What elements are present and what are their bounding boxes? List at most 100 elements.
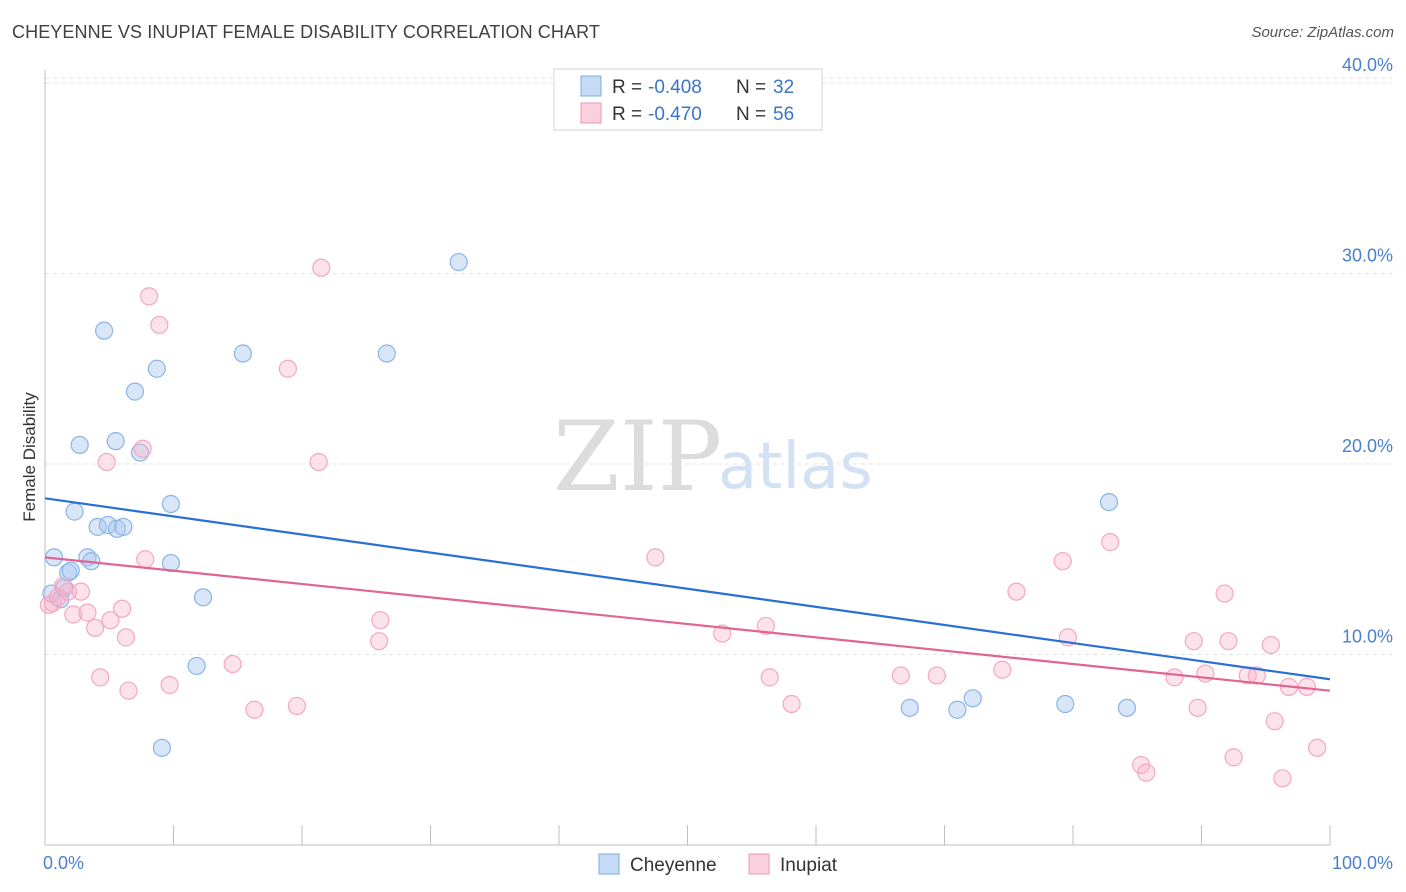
point-inupiat-46 — [1215, 584, 1234, 603]
point-inupiat-1 — [43, 593, 62, 613]
point-cheyenne-19 — [152, 738, 172, 757]
point-inupiat-9 — [91, 668, 110, 687]
source-label: Source: ZipAtlas.com — [1251, 24, 1394, 41]
point-inupiat-23 — [287, 696, 306, 716]
legend-r-value-cheyenne: -0.408 — [648, 77, 702, 98]
y-axis-label: Female Disability — [20, 392, 39, 522]
point-inupiat-53 — [1273, 769, 1292, 788]
point-inupiat-32 — [782, 694, 801, 714]
point-inupiat-31 — [760, 668, 779, 687]
trend-line-inupiat — [44, 556, 1331, 692]
grid-lines — [45, 77, 1392, 655]
point-inupiat-29 — [713, 624, 732, 643]
x-tick-label-0: 0.0% — [43, 853, 84, 873]
point-inupiat-22 — [278, 359, 297, 378]
point-inupiat-28 — [646, 548, 665, 567]
point-cheyenne-29 — [963, 689, 982, 708]
x-tick-label-1: 100.0% — [1332, 853, 1393, 873]
point-cheyenne-7 — [70, 435, 89, 455]
watermark-atlas: atlas — [718, 430, 873, 504]
y-tick-label-0: 10.0% — [1342, 627, 1393, 647]
point-inupiat-2 — [48, 588, 67, 607]
point-cheyenne-32 — [1117, 698, 1137, 717]
chart-title: CHEYENNE VS INUPIAT FEMALE DISABILITY CO… — [12, 22, 600, 42]
point-inupiat-27 — [371, 611, 390, 630]
point-inupiat-26 — [370, 632, 389, 651]
point-inupiat-16 — [136, 550, 155, 569]
point-inupiat-30 — [756, 616, 775, 636]
watermark: ZIP atlas — [553, 401, 873, 513]
point-cheyenne-23 — [193, 588, 213, 607]
legend-top: R = -0.408 N = 32 R = -0.470 N = 56 — [553, 68, 823, 131]
legend-bottom-label-cheyenne: Cheyenne — [630, 855, 717, 876]
point-inupiat-52 — [1265, 712, 1284, 731]
point-inupiat-36 — [1007, 582, 1026, 601]
point-cheyenne-21 — [161, 553, 181, 573]
point-inupiat-11 — [101, 611, 120, 630]
point-cheyenne-12 — [98, 515, 118, 535]
point-inupiat-47 — [1219, 632, 1238, 651]
point-cheyenne-30 — [1056, 694, 1075, 714]
legend-r-label-inupiat: R = — [612, 104, 642, 125]
point-inupiat-37 — [1053, 552, 1072, 571]
point-inupiat-24 — [309, 452, 328, 472]
point-inupiat-39 — [1101, 533, 1120, 552]
point-cheyenne-18 — [147, 359, 166, 378]
y-tick-labels: 10.0% 20.0% 30.0% 40.0% — [1342, 55, 1393, 647]
point-inupiat-7 — [78, 603, 97, 622]
legend-bottom-label-inupiat: Inupiat — [780, 855, 838, 876]
watermark-zip: ZIP — [553, 401, 722, 513]
y-tick-label-2: 30.0% — [1342, 246, 1393, 266]
legend-n-label-cheyenne: N = — [736, 77, 766, 98]
x-tick-labels: 0.0% 100.0% — [43, 853, 1393, 873]
point-inupiat-3 — [53, 576, 73, 596]
point-cheyenne-22 — [187, 656, 206, 676]
legend-swatch-cheyenne — [580, 75, 602, 97]
point-cheyenne-11 — [95, 321, 114, 340]
point-inupiat-48 — [1224, 748, 1243, 767]
point-inupiat-4 — [59, 582, 78, 601]
point-inupiat-20 — [223, 654, 242, 674]
point-inupiat-17 — [139, 287, 159, 306]
point-inupiat-12 — [112, 599, 132, 618]
trend-line-cheyenne — [44, 497, 1331, 681]
legend-bottom-swatch-cheyenne — [598, 853, 620, 875]
legend-swatch-inupiat — [580, 102, 602, 124]
point-cheyenne-15 — [114, 517, 133, 536]
point-cheyenne-14 — [106, 432, 125, 451]
point-inupiat-34 — [927, 666, 946, 685]
point-cheyenne-28 — [948, 700, 967, 719]
point-inupiat-42 — [1165, 668, 1184, 687]
point-inupiat-21 — [245, 700, 264, 719]
point-inupiat-45 — [1196, 664, 1215, 683]
legend-n-label-inupiat: N = — [736, 104, 766, 125]
point-cheyenne-20 — [161, 494, 181, 514]
legend-bottom: Cheyenne Inupiat — [598, 853, 838, 876]
point-inupiat-44 — [1188, 698, 1207, 717]
point-cheyenne-24 — [233, 344, 252, 363]
point-inupiat-8 — [86, 618, 105, 637]
y-tick-label-3: 40.0% — [1342, 55, 1393, 75]
axes — [44, 70, 1331, 846]
point-cheyenne-16 — [125, 382, 145, 401]
legend-r-value-inupiat: -0.470 — [648, 104, 702, 125]
point-cheyenne-25 — [377, 344, 396, 363]
point-inupiat-6 — [71, 582, 91, 601]
point-inupiat-5 — [64, 605, 83, 624]
point-inupiat-33 — [891, 666, 910, 685]
point-cheyenne-27 — [900, 698, 919, 717]
point-inupiat-56 — [1308, 738, 1327, 757]
point-inupiat-51 — [1261, 635, 1280, 655]
point-inupiat-35 — [993, 660, 1012, 679]
trend-lines — [44, 497, 1331, 692]
point-cheyenne-4 — [59, 563, 78, 582]
legend-n-value-cheyenne: 32 — [773, 77, 794, 98]
point-inupiat-43 — [1184, 632, 1203, 651]
point-inupiat-19 — [160, 675, 179, 695]
point-cheyenne-13 — [107, 519, 127, 538]
point-inupiat-15 — [133, 439, 152, 458]
point-cheyenne-5 — [61, 561, 80, 580]
point-inupiat-25 — [312, 258, 331, 277]
point-inupiat-10 — [97, 452, 116, 472]
